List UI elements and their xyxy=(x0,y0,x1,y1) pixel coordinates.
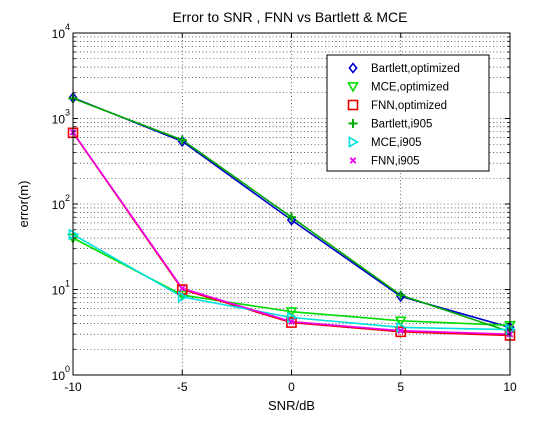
data-point-bartlett-i905 xyxy=(396,290,406,300)
legend-label-bartlett-i905: Bartlett,i905 xyxy=(371,119,432,131)
legend-marker-bartlett-optimized xyxy=(348,62,358,74)
data-point-mce-optimized xyxy=(285,307,298,318)
y-tick-label-base: 10 xyxy=(52,284,66,298)
x-tick-label: 0 xyxy=(288,380,295,394)
legend-marker-fnn-optimized xyxy=(347,99,359,111)
y-tick-label-base: 10 xyxy=(52,198,66,212)
x-tick-label: 5 xyxy=(397,380,404,394)
y-tick-label-exponent: 4 xyxy=(65,22,70,32)
data-point-bartlett-i905 xyxy=(177,135,187,145)
data-point-fnn-i905 xyxy=(397,327,405,335)
data-point-bartlett-i905 xyxy=(287,212,296,222)
x-tick-label: 10 xyxy=(503,380,517,394)
data-point-fnn-optimized xyxy=(286,317,297,328)
y-tick-label-base: 10 xyxy=(52,113,66,127)
legend-marker-mce-optimized xyxy=(347,82,359,93)
data-point-mce-i905 xyxy=(177,291,189,303)
data-point-mce-i905 xyxy=(287,311,298,324)
y-axis-label: error(m) xyxy=(16,181,31,228)
legend-marker-fnn-i905 xyxy=(349,157,357,164)
y-tick-label-base: 10 xyxy=(52,27,66,41)
legend-marker-mce-i905 xyxy=(348,136,360,148)
data-point-mce-optimized xyxy=(394,316,407,327)
legend-label-bartlett-optimized: Bartlett,optimized xyxy=(371,63,460,75)
legend-label-mce-optimized: MCE,optimized xyxy=(371,82,449,94)
data-point-bartlett-optimized xyxy=(286,214,297,226)
legend-label-mce-i905: MCE,i905 xyxy=(371,137,422,149)
x-tick-label: -5 xyxy=(177,380,188,394)
y-tick-label-exponent: 3 xyxy=(65,108,70,118)
legend-label-fnn-optimized: FNN,optimized xyxy=(371,100,447,112)
data-point-fnn-i905 xyxy=(288,318,295,326)
x-axis-ticks: -10 -5 0 5 10 xyxy=(64,33,517,394)
x-axis-label: SNR/dB xyxy=(268,398,315,413)
y-tick-label-exponent: 0 xyxy=(65,364,70,374)
x-tick-label: -10 xyxy=(64,380,82,394)
chart-title: Error to SNR , FNN vs Bartlett & MCE xyxy=(173,9,408,25)
legend-box xyxy=(326,54,490,172)
legend-marker-bartlett-i905 xyxy=(348,119,358,128)
y-tick-label-base: 10 xyxy=(52,369,66,383)
legend: Bartlett,optimized MCE,optimized FNN,optim… xyxy=(326,54,490,172)
y-tick-label-exponent: 1 xyxy=(65,279,70,289)
data-point-fnn-i905 xyxy=(178,285,186,292)
data-point-fnn-optimized xyxy=(395,326,407,338)
series-markers xyxy=(67,91,517,341)
y-tick-label-exponent: 2 xyxy=(65,193,70,203)
legend-label-fnn-i905: FNN,i905 xyxy=(371,156,420,168)
